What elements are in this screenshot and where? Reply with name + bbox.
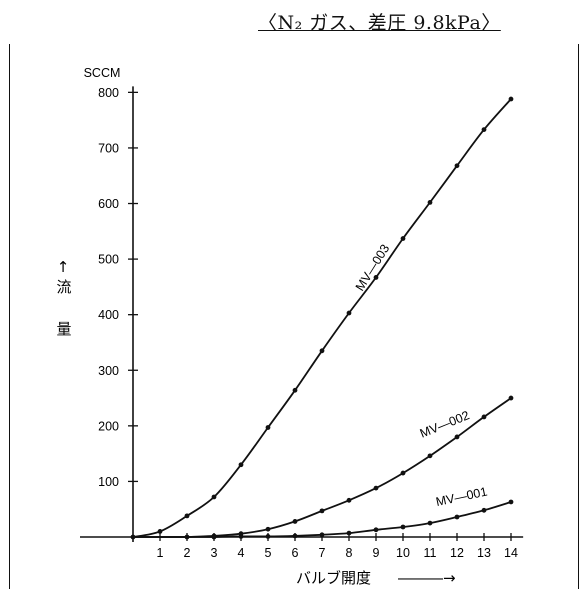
data-point-mv-001 xyxy=(373,527,379,533)
y-tick-label: 300 xyxy=(98,364,119,378)
x-tick-label: 4 xyxy=(238,546,245,560)
data-point-mv-003 xyxy=(319,348,325,354)
y-unit-label: SCCM xyxy=(84,66,121,80)
data-point-mv-002 xyxy=(454,434,460,440)
y-tick-label: 100 xyxy=(98,475,119,489)
data-point-mv-002 xyxy=(508,395,514,401)
y-tick-label: 600 xyxy=(98,197,119,211)
data-point-mv-001 xyxy=(427,520,433,526)
chart-title: 〈N₂ ガス、差圧 9.8kPa〉 xyxy=(258,12,501,34)
series-line-mv-003 xyxy=(132,98,512,538)
x-tick-label: 11 xyxy=(424,546,437,560)
x-tick-label: 7 xyxy=(319,546,326,560)
series-label-mv-001: MV―001 xyxy=(435,485,489,510)
data-point-mv-003 xyxy=(427,200,433,205)
data-point-mv-002 xyxy=(400,470,406,476)
x-tick-label: 5 xyxy=(265,546,272,560)
data-point-mv-001 xyxy=(211,534,217,540)
data-point-mv-001 xyxy=(454,514,460,520)
data-point-mv-001 xyxy=(481,507,487,513)
data-point-mv-002 xyxy=(346,497,352,503)
data-point-mv-003 xyxy=(373,275,379,280)
data-point-mv-001 xyxy=(346,530,352,536)
data-point-mv-003 xyxy=(481,127,487,132)
y-tick-label: 800 xyxy=(98,86,119,100)
data-point-mv-001 xyxy=(400,524,406,530)
y-tick-label: 200 xyxy=(98,419,119,433)
data-point-mv-003 xyxy=(400,236,406,241)
x-tick-label: 2 xyxy=(184,546,191,560)
data-point-mv-001 xyxy=(265,534,271,539)
data-point-mv-003 xyxy=(211,494,217,500)
data-point-mv-002 xyxy=(319,508,325,514)
y-tick-label: 500 xyxy=(98,253,119,267)
series-label-mv-002: MV―002 xyxy=(418,408,472,441)
y-label-arrow: ↑ xyxy=(57,258,70,276)
y-tick-label: 400 xyxy=(98,308,119,322)
data-point-mv-002 xyxy=(373,485,379,491)
y-tick-label: 700 xyxy=(98,141,119,155)
x-tick-label: 1 xyxy=(157,546,164,560)
x-tick-label: 9 xyxy=(373,546,380,560)
data-point-mv-001 xyxy=(319,532,325,538)
data-point-mv-002 xyxy=(292,519,298,524)
x-axis-label: バルブ開度 xyxy=(296,569,371,587)
x-tick-label: 10 xyxy=(396,546,410,560)
data-point-mv-003 xyxy=(292,387,298,393)
data-point-mv-001 xyxy=(508,499,514,505)
data-point-mv-003 xyxy=(454,163,460,169)
data-point-mv-002 xyxy=(481,414,487,420)
x-label-arrow: ―――→ xyxy=(398,569,456,587)
data-point-mv-001 xyxy=(238,534,244,539)
data-point-mv-003 xyxy=(265,425,271,430)
x-tick-label: 8 xyxy=(346,546,353,560)
data-point-mv-003 xyxy=(346,310,352,316)
x-tick-label: 14 xyxy=(504,546,518,560)
data-point-mv-003 xyxy=(184,513,190,519)
x-tick-label: 12 xyxy=(450,546,464,560)
x-tick-label: 3 xyxy=(211,546,218,560)
data-point-mv-002 xyxy=(265,526,271,532)
data-point-mv-003 xyxy=(238,462,244,468)
x-tick-label: 6 xyxy=(292,546,299,560)
figure-frame xyxy=(9,44,579,589)
data-point-mv-003 xyxy=(157,529,163,534)
data-point-mv-003 xyxy=(508,96,514,102)
data-point-mv-001 xyxy=(292,533,298,539)
data-point-mv-002 xyxy=(427,453,433,459)
y-axis-label: 流量 xyxy=(56,278,71,338)
x-tick-label: 13 xyxy=(477,546,491,560)
series-label-mv-003: MV―003 xyxy=(353,242,393,294)
